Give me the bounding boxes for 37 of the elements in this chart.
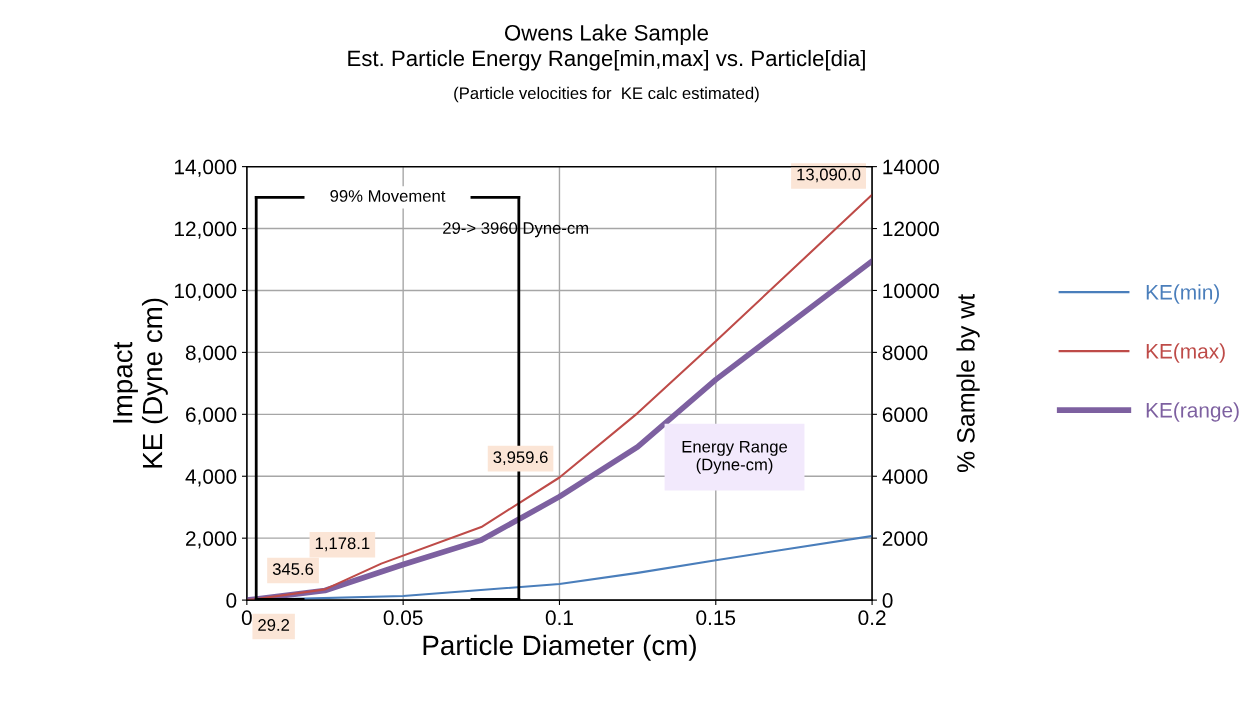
y2-tick-label: 6000 [882, 407, 928, 423]
annotation: Energy Range (Dyne-cm) [682, 440, 788, 474]
data-label: 3,959.6 [493, 451, 548, 466]
y2-tick-label: 8000 [882, 345, 928, 361]
x-tick-label: 0.2 [858, 610, 886, 626]
x-tick-label: 0.15 [696, 610, 736, 626]
x-tick-label: 0.05 [383, 610, 423, 626]
y2-axis-title: % Sample by wt [956, 293, 980, 473]
x-tick-label: 0.1 [545, 610, 573, 626]
y2-tick-label: 14000 [883, 159, 939, 175]
y2-tick-label: 4000 [882, 469, 928, 484]
y-tick-label: 10,000 [174, 283, 237, 301]
y2-tick-label: 12000 [883, 221, 939, 237]
data-label: 1,178.1 [315, 537, 370, 552]
y2-tick-label: 2000 [882, 531, 928, 546]
legend-label: KE(range) [1146, 402, 1239, 422]
y2-tick-label: 0 [882, 593, 893, 608]
y2-tick-label: 10000 [883, 283, 939, 299]
data-label: 345.6 [272, 563, 314, 575]
data-label: 13,090.0 [797, 168, 861, 183]
x-axis-title: Particle Diameter (cm) [423, 634, 696, 661]
chart-title: Owens Lake Sample Est. Particle Energy Range[min,max] vs. Particle[dia] [348, 24, 865, 71]
y-tick-label: 2,000 [186, 531, 237, 549]
data-label: 29.2 [258, 619, 290, 631]
legend-label: KE(min) [1146, 284, 1220, 304]
annotation: 99% Movement [330, 190, 446, 202]
y-tick-label: 8,000 [185, 345, 237, 363]
y-axis-title: Impact KE (Dyne cm) [113, 298, 168, 468]
annotation: 29-> 3960 Dyne-cm [443, 222, 589, 238]
y-tick-label: 4,000 [185, 469, 237, 487]
y-tick-label: 6,000 [186, 407, 237, 425]
chart-subtitle: (Particle velocities for KE calc estimated) [454, 86, 759, 103]
legend-label: KE(max) [1146, 343, 1225, 363]
y-tick-label: 14,000 [174, 159, 237, 177]
y-tick-label: 0 [226, 593, 237, 608]
y-tick-label: 12,000 [174, 221, 237, 239]
x-tick-label: 0 [241, 610, 252, 626]
